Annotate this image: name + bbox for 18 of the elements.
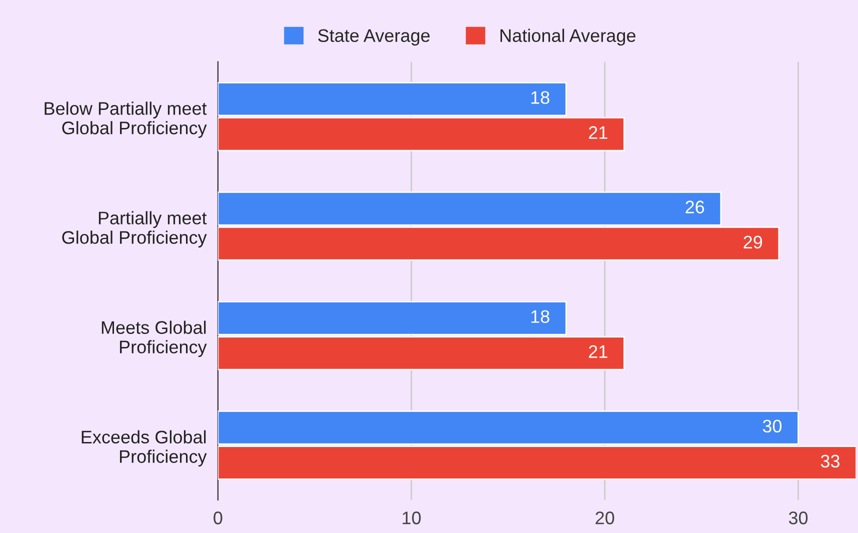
data-label: 26 (686, 200, 704, 214)
data-label: 21 (588, 345, 608, 358)
data-label: 21 (588, 126, 608, 139)
y-tick-label: Partially meet Global Proficiency (62, 211, 207, 248)
x-tick-label: 10 (402, 512, 421, 524)
data-label: 18 (531, 310, 550, 323)
y-tick-label: Meets Global Proficiency (102, 320, 207, 357)
legend-label: State Average (318, 29, 430, 46)
x-tick-label: 20 (596, 512, 614, 524)
data-label: 30 (762, 420, 782, 433)
data-label: 33 (820, 454, 840, 468)
y-tick-label: Below Partially meet Global Proficiency (44, 102, 207, 138)
data-label: 29 (744, 236, 762, 248)
data-label: 18 (531, 91, 550, 104)
x-tick-label: 0 (214, 512, 222, 524)
y-tick-label: Exceeds Global Proficiency (82, 430, 207, 467)
x-tick-label: 30 (788, 512, 808, 524)
legend-label: National Average (500, 28, 636, 46)
